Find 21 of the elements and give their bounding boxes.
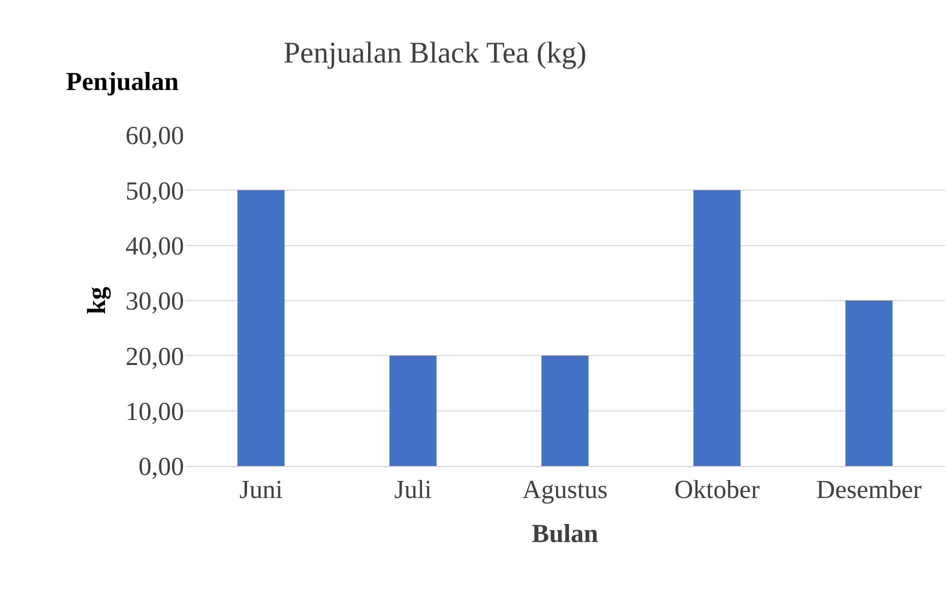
y-tick-label: 20,00 [126, 342, 184, 371]
x-tick-label: Juli [394, 475, 432, 504]
y-tick-label: 50,00 [126, 176, 184, 206]
x-tick-label: Agustus [522, 475, 608, 504]
y-tick-label: 40,00 [126, 231, 184, 260]
text: Penjualan [66, 67, 180, 96]
y-axis-title: kg [82, 286, 111, 314]
bar [541, 356, 589, 466]
y-tick-label: 10,00 [126, 396, 184, 426]
bar [237, 190, 285, 466]
x-tick-label: Juni [239, 475, 283, 504]
bar [845, 300, 893, 466]
y-tick-label: 0,00 [138, 452, 184, 482]
bar [693, 190, 741, 466]
y-tick-label: 30,00 [126, 286, 184, 316]
chart-title: Penjualan Black Tea (kg) [283, 36, 587, 70]
x-tick-label: Oktober [674, 475, 760, 504]
bar [389, 356, 437, 466]
x-tick-label: Desember [816, 475, 922, 504]
y-tick-label: 60,00 [126, 121, 184, 150]
x-axis-title: Bulan [532, 518, 599, 548]
